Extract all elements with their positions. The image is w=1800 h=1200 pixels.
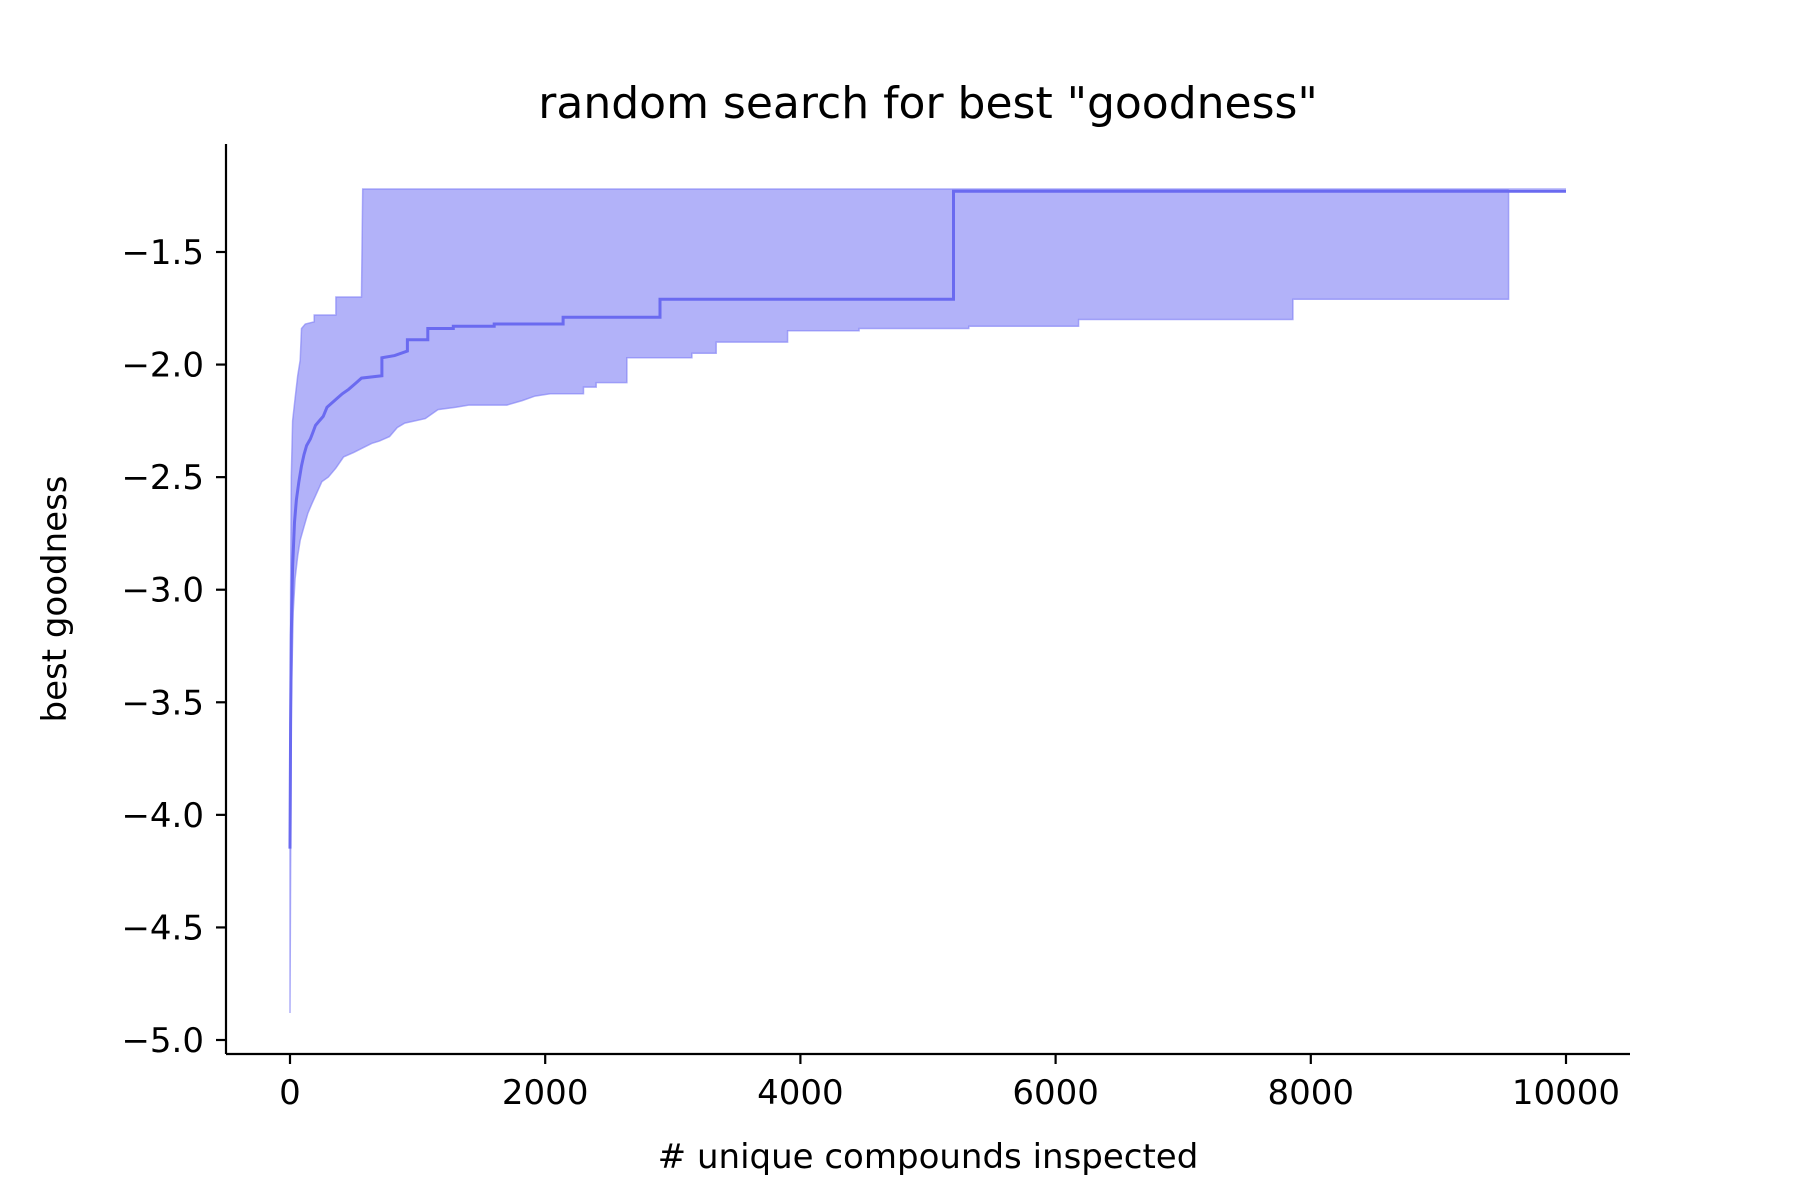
x-tick-label: 2000 xyxy=(502,1073,589,1113)
x-tick-label: 10000 xyxy=(1512,1073,1620,1113)
x-axis-label: # unique compounds inspected xyxy=(658,1137,1199,1177)
plot-area xyxy=(288,188,1566,1014)
x-tick-label: 8000 xyxy=(1268,1073,1355,1113)
y-tick-label: −3.0 xyxy=(121,571,204,611)
y-tick-label: −2.0 xyxy=(121,346,204,386)
x-tick-label: 0 xyxy=(279,1073,301,1113)
y-tick-label: −1.5 xyxy=(121,233,204,273)
confidence-band xyxy=(289,188,1566,1014)
y-tick-label: −5.0 xyxy=(121,1021,204,1061)
y-tick-label: −2.5 xyxy=(121,458,204,498)
x-tick-label: 4000 xyxy=(757,1073,844,1113)
y-tick-label: −4.5 xyxy=(121,908,204,948)
x-axis-ticks: 0 2000 4000 6000 8000 10000 xyxy=(279,1054,1620,1113)
series-line-mean xyxy=(288,189,1566,849)
x-tick-label: 6000 xyxy=(1012,1073,1099,1113)
chart-title: random search for best "goodness" xyxy=(538,78,1317,129)
y-tick-label: −3.5 xyxy=(121,683,204,723)
y-axis-label: best goodness xyxy=(35,475,75,722)
y-axis-ticks: −5.0 −4.5 −4.0 −3.5 −3.0 −2.5 −2.0 −1.5 xyxy=(121,233,226,1061)
y-tick-label: −4.0 xyxy=(121,796,204,836)
